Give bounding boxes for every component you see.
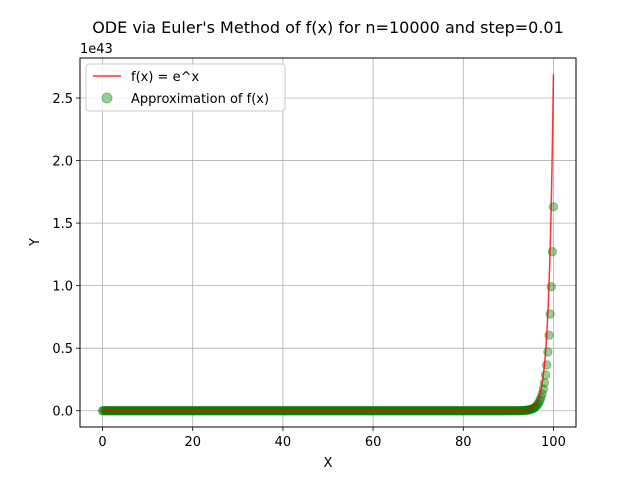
approximation-point (529, 403, 539, 413)
x-tick-label: 0 (98, 435, 106, 450)
x-tick-label: 20 (184, 435, 201, 450)
approximation-point (530, 402, 541, 412)
y-ticks: 0.0 0.5 1.0 1.5 2.0 2.5 (52, 92, 80, 420)
legend-label-exact: f(x) = e^x (131, 70, 199, 85)
y-tick-label: 1.5 (52, 217, 73, 232)
series-exact-line (102, 74, 555, 412)
y-axis-label: Y (28, 238, 43, 247)
legend: f(x) = e^x Approximation of f(x) (85, 63, 286, 112)
x-tick-label: 60 (365, 435, 382, 450)
x-tick-label: 80 (455, 435, 472, 450)
legend-box (85, 63, 286, 112)
chart-title: ODE via Euler's Method of f(x) for n=100… (92, 18, 564, 37)
y-tick-label: 0.5 (52, 342, 73, 357)
grid (80, 58, 576, 427)
axes-frame (79, 57, 577, 428)
x-tick-label: 100 (541, 435, 566, 450)
legend-marker-swatch (101, 92, 113, 104)
approximation-point (528, 403, 538, 414)
y-offset-label: 1e43 (80, 42, 113, 57)
y-tick-label: 2.0 (52, 155, 73, 170)
series-approximation (97, 202, 559, 416)
plot-area (97, 74, 559, 416)
x-ticks: 0 20 40 60 80 100 (98, 427, 566, 450)
y-tick-label: 0.0 (52, 405, 73, 420)
y-tick-label: 1.0 (52, 280, 73, 295)
x-tick-label: 40 (275, 435, 292, 450)
x-axis-label: X (324, 456, 333, 471)
y-tick-label: 2.5 (52, 92, 73, 107)
legend-label-approx: Approximation of f(x) (131, 92, 269, 107)
